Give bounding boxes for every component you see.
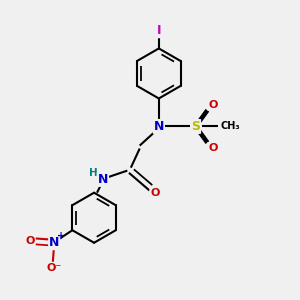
Text: CH₃: CH₃ (221, 122, 240, 131)
Text: S: S (191, 120, 200, 133)
Text: H: H (89, 168, 98, 178)
Text: O⁻: O⁻ (47, 263, 62, 273)
Text: O: O (150, 188, 160, 198)
Text: +: + (57, 231, 65, 241)
Text: N: N (154, 120, 164, 133)
Text: O: O (26, 236, 35, 246)
Text: O: O (208, 100, 218, 110)
Text: N: N (98, 173, 108, 186)
Text: I: I (157, 24, 161, 37)
Text: O: O (208, 143, 218, 153)
Text: N: N (49, 236, 59, 249)
